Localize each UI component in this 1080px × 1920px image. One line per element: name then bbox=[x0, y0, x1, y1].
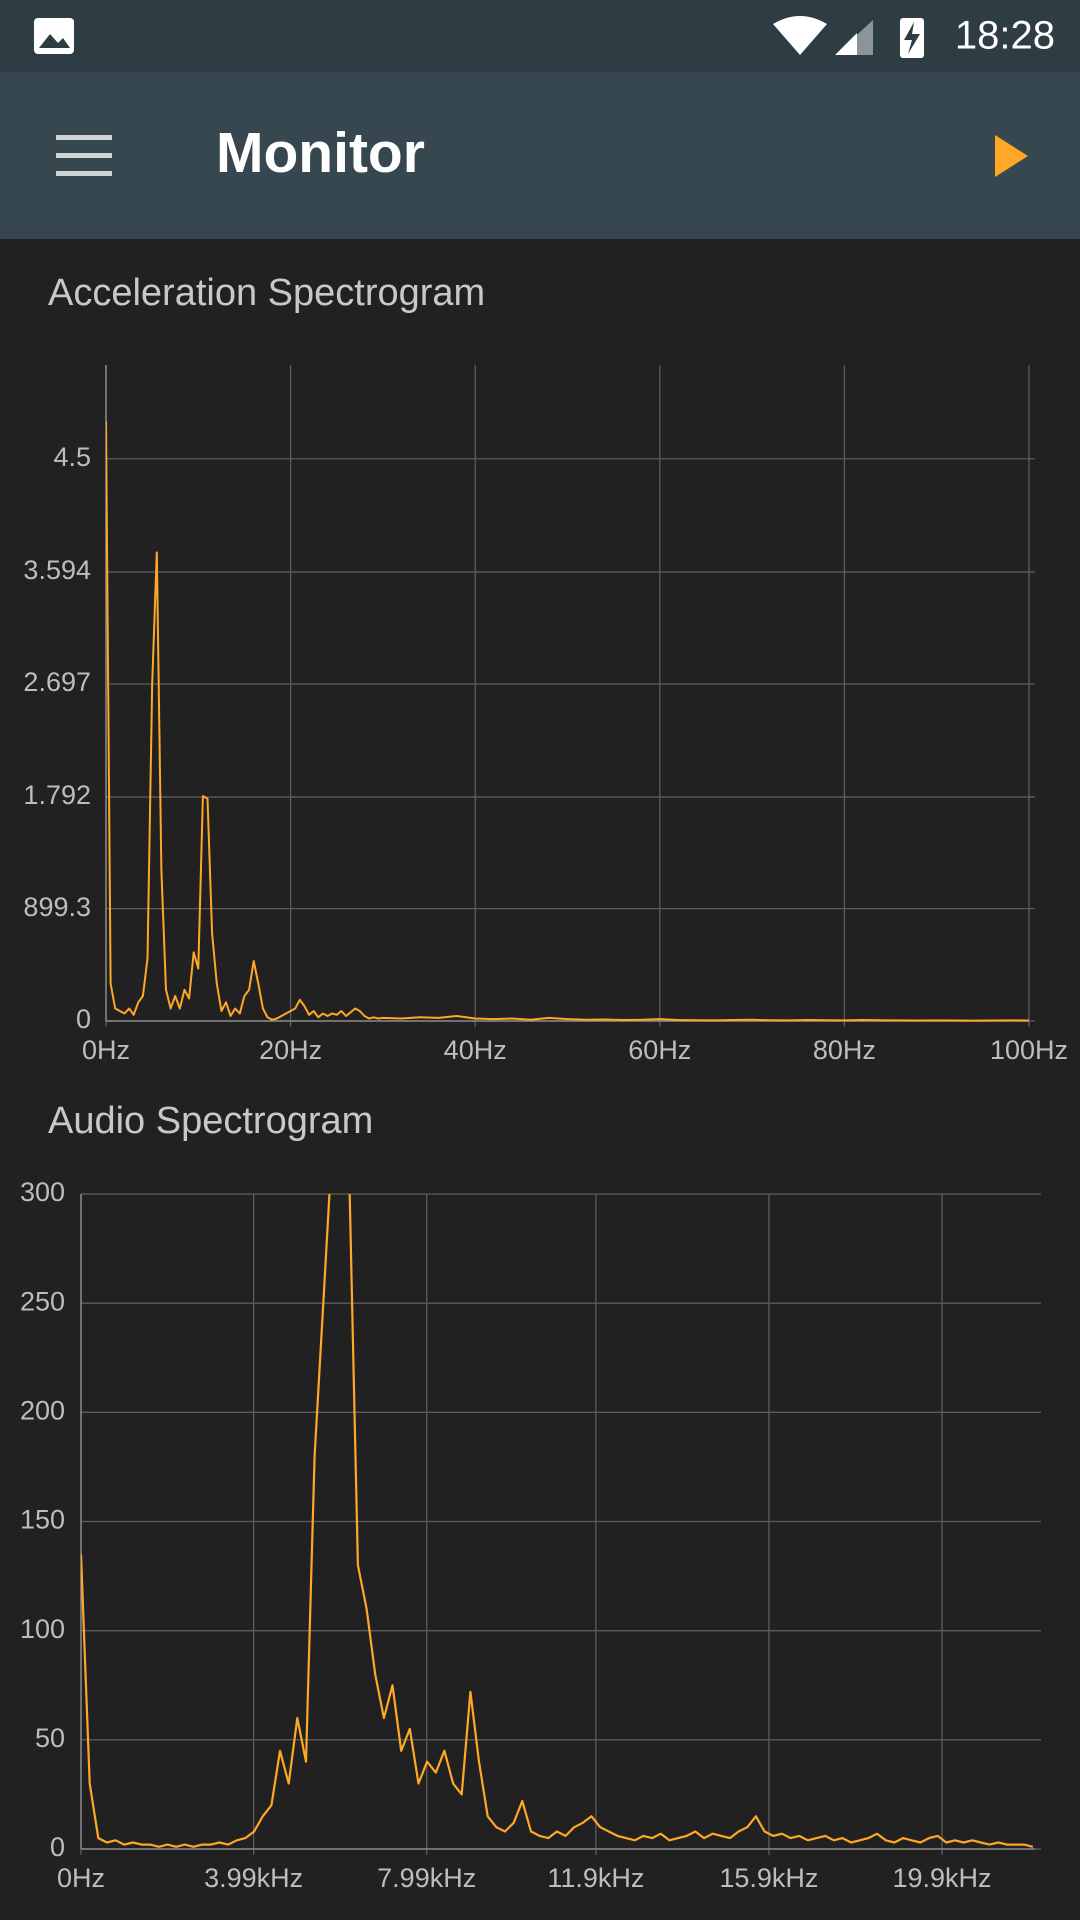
play-button[interactable] bbox=[995, 135, 1028, 177]
y-tick-label: 899.3 bbox=[23, 892, 91, 922]
battery-bolt bbox=[904, 22, 920, 54]
toolbar bbox=[0, 72, 1080, 239]
x-tick-label: 20Hz bbox=[259, 1035, 322, 1065]
y-tick-label: 0 bbox=[50, 1832, 65, 1862]
y-tick-label: 50 bbox=[35, 1723, 65, 1753]
y-tick-label: 2.697 bbox=[23, 667, 91, 697]
x-tick-label: 15.9kHz bbox=[719, 1863, 818, 1893]
x-tick-label: 80Hz bbox=[813, 1035, 876, 1065]
x-tick-label: 0Hz bbox=[82, 1035, 130, 1065]
data-line bbox=[81, 1194, 1034, 1848]
wifi-icon bbox=[773, 16, 827, 55]
y-tick-label: 100 bbox=[20, 1614, 65, 1644]
x-tick-label: 100Hz bbox=[990, 1035, 1068, 1065]
data-line bbox=[106, 421, 1029, 1022]
menu-button[interactable] bbox=[56, 135, 112, 176]
x-tick-label: 7.99kHz bbox=[377, 1863, 476, 1893]
y-tick-label: 4.5 bbox=[53, 442, 91, 472]
y-tick-label: 300 bbox=[20, 1177, 65, 1207]
toolbar-title: Monitor bbox=[216, 121, 425, 185]
status-time: 18:28 bbox=[955, 14, 1055, 58]
x-tick-label: 19.9kHz bbox=[892, 1863, 991, 1893]
chart-title: Audio Spectrogram bbox=[48, 1100, 373, 1142]
x-tick-label: 3.99kHz bbox=[204, 1863, 303, 1893]
status-icon-image bbox=[34, 18, 74, 54]
x-tick-label: 0Hz bbox=[57, 1863, 105, 1893]
x-tick-label: 60Hz bbox=[628, 1035, 691, 1065]
x-tick-label: 11.9kHz bbox=[547, 1863, 644, 1893]
y-tick-label: 3.594 bbox=[23, 555, 91, 585]
chart-title: Acceleration Spectrogram bbox=[48, 272, 485, 314]
x-tick-label: 40Hz bbox=[444, 1035, 507, 1065]
y-tick-label: 0 bbox=[76, 1004, 91, 1034]
signal-level bbox=[835, 33, 857, 55]
y-tick-label: 1.792 bbox=[23, 780, 91, 810]
y-tick-label: 150 bbox=[20, 1505, 65, 1535]
y-tick-label: 250 bbox=[20, 1286, 65, 1316]
y-tick-label: 200 bbox=[20, 1395, 65, 1425]
